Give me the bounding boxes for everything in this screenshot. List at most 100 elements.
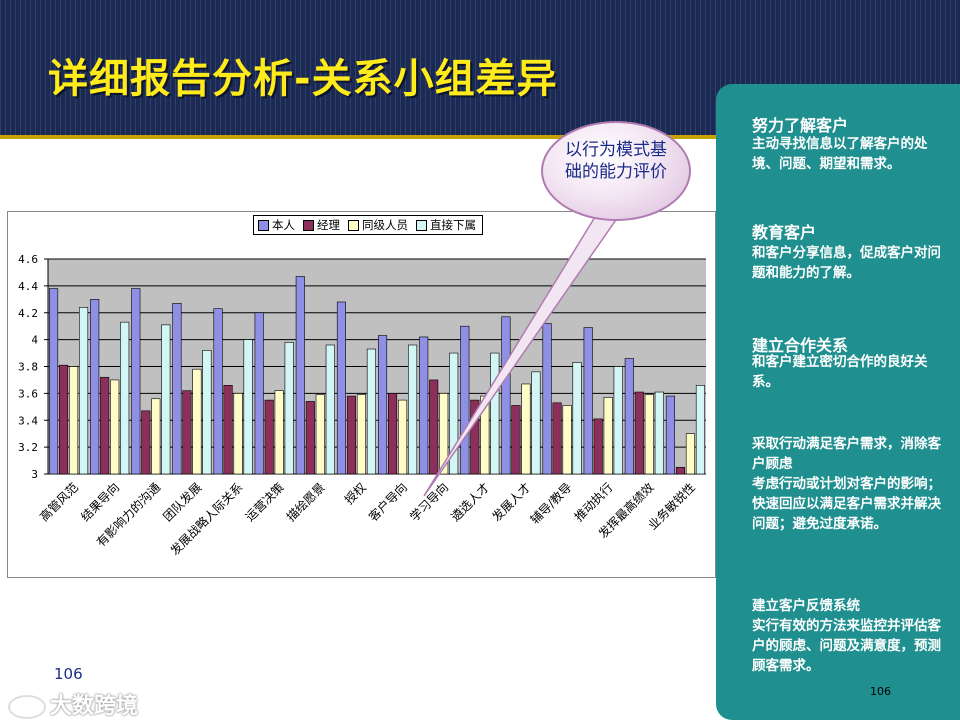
bar-1 (552, 402, 562, 475)
bar-1 (264, 399, 274, 475)
watermark: 大数跨境 (8, 688, 138, 720)
bar-3 (531, 371, 541, 475)
y-tick-label: 3.4 (18, 414, 38, 427)
bar-3 (202, 350, 212, 475)
bar-3 (79, 307, 89, 475)
bar-0 (336, 301, 346, 475)
bar-2 (480, 395, 490, 475)
legend-label: 直接下属 (430, 218, 476, 232)
bar-2 (233, 393, 243, 475)
bar-2 (110, 379, 120, 475)
x-tick-label: 高管风范 (36, 480, 81, 525)
x-tick-label: 发展人才 (489, 480, 534, 525)
panel-heading-understand-customer: 努力了解客户 (752, 116, 849, 135)
legend-swatch (348, 219, 359, 231)
bar-2 (603, 397, 613, 475)
bar-0 (172, 303, 182, 475)
legend-entry: 本人 (258, 217, 295, 233)
bar-0 (295, 276, 305, 475)
bar-0 (254, 312, 264, 475)
callout-bubble (541, 121, 691, 221)
legend-swatch (258, 219, 269, 231)
bar-0 (460, 325, 470, 475)
bar-3 (161, 324, 171, 475)
legend-label: 经理 (317, 218, 340, 232)
panel-body-understand-customer: 主动寻找信息以了解客户的处境、问题、期望和需求。 (752, 136, 928, 172)
page-number-right: 106 (870, 685, 891, 698)
bar-1 (593, 418, 603, 475)
y-tick-label: 4.6 (18, 253, 38, 266)
page-number-left: 106 (54, 665, 83, 683)
page-title: 详细报告分析-关系小组差异 (48, 56, 558, 102)
bar-2 (521, 383, 531, 475)
bar-1 (182, 390, 192, 475)
bar-2 (685, 433, 695, 475)
bar-1 (429, 379, 439, 475)
bar-1 (634, 391, 644, 475)
bar-3 (654, 391, 664, 475)
bar-1 (100, 376, 110, 475)
bar-2 (398, 399, 408, 475)
bar-2 (562, 405, 572, 475)
bar-0 (49, 288, 59, 475)
bar-0 (542, 323, 552, 475)
legend-entry: 同级人员 (348, 217, 408, 233)
chart-canvas: 33.23.43.63.844.24.44.6高管风范结果导向有影响力的沟通团队… (18, 253, 706, 558)
x-tick-label: 运营决策 (243, 480, 287, 524)
definitions-panel (716, 84, 960, 720)
panel-body-build-partnership: 和客户建立密切合作的良好关系。 (752, 354, 928, 390)
legend-swatch (416, 219, 427, 231)
bar-2 (315, 394, 325, 475)
bar-3 (120, 321, 130, 475)
bar-2 (151, 398, 161, 475)
chart-legend: 本人 经理 同级人员 直接下属 (253, 215, 483, 235)
y-tick-label: 3.6 (18, 387, 38, 400)
bar-3 (490, 352, 500, 475)
bar-3 (572, 362, 582, 475)
bar-0 (378, 335, 388, 475)
x-tick-label: 客户导向 (365, 480, 410, 525)
bar-3 (243, 339, 253, 475)
header-banner (0, 0, 960, 135)
bar-0 (213, 308, 223, 475)
bar-3 (408, 344, 418, 475)
y-tick-label: 3.2 (18, 441, 38, 454)
panel-body-feedback-system: 建立客户反馈系统 实行有效的方法来监控并评估客户的顾虑、问题及满意度，预测顾客需… (752, 598, 941, 674)
y-tick-label: 3.8 (18, 361, 38, 374)
y-tick-label: 3 (31, 468, 38, 481)
bar-3 (449, 352, 459, 475)
bar-3 (613, 366, 623, 475)
legend-label: 同级人员 (362, 218, 408, 232)
legend-entry: 直接下属 (416, 217, 476, 233)
bar-3 (325, 344, 335, 475)
bar-0 (90, 299, 100, 475)
bar-1 (470, 399, 480, 475)
bar-2 (192, 368, 202, 475)
bar-0 (419, 336, 429, 475)
bar-1 (223, 385, 233, 475)
bar-0 (583, 327, 593, 475)
bar-2 (274, 390, 284, 475)
bar-2 (644, 394, 654, 475)
x-tick-label: 学习导向 (407, 480, 452, 525)
watermark-logo-icon (8, 695, 46, 719)
panel-heading-educate-customer: 教育客户 (752, 223, 817, 242)
bar-2 (69, 366, 79, 475)
header-divider (0, 135, 960, 139)
bar-3 (284, 342, 294, 475)
legend-swatch (303, 219, 314, 231)
x-tick-label: 授权 (341, 480, 369, 508)
panel-heading-build-partnership: 建立合作关系 (752, 336, 849, 355)
bar-1 (59, 364, 69, 475)
panel-body-educate-customer: 和客户分享信息，促成客户对问题和能力的了解。 (752, 245, 941, 281)
bar-0 (665, 395, 675, 475)
callout-text: 以行为模式基础的能力评价 (565, 140, 667, 182)
bar-2 (356, 394, 366, 475)
bar-chart: 3 3.2 3.4 3.6 3.8 4 4.2 4.4 4.6 高管风范 结果导向 有影响力的沟通 团队… (7, 211, 716, 578)
y-tick-label: 4.4 (18, 280, 38, 293)
bar-0 (624, 358, 634, 475)
legend-entry: 经理 (303, 217, 340, 233)
bar-2 (439, 393, 449, 475)
bar-3 (695, 385, 705, 475)
x-tick-label: 遴选人才 (448, 480, 492, 524)
